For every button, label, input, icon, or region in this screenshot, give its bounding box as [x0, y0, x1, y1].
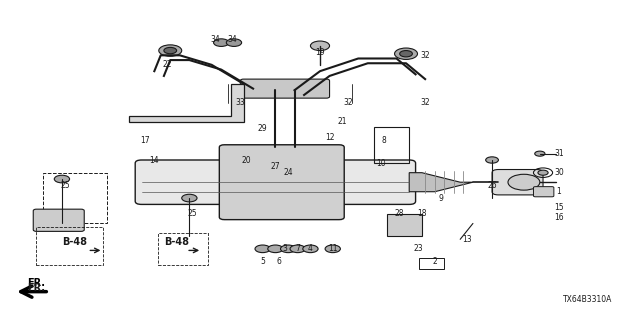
Text: 33: 33 — [236, 99, 245, 108]
Text: 1: 1 — [557, 187, 561, 196]
Text: 22: 22 — [163, 60, 172, 69]
FancyBboxPatch shape — [534, 187, 554, 197]
Text: 6: 6 — [276, 257, 281, 266]
Bar — [374, 127, 409, 163]
Bar — [36, 227, 103, 265]
Circle shape — [538, 170, 548, 175]
Text: 34: 34 — [210, 35, 220, 44]
Text: 32: 32 — [344, 99, 353, 108]
Circle shape — [325, 245, 340, 252]
Text: 9: 9 — [438, 194, 444, 203]
FancyBboxPatch shape — [492, 170, 543, 195]
Circle shape — [214, 39, 229, 46]
Bar — [43, 173, 106, 223]
Circle shape — [227, 39, 242, 46]
Text: FR.: FR. — [28, 278, 45, 288]
Text: 15: 15 — [554, 203, 564, 212]
Text: 16: 16 — [554, 212, 564, 222]
Text: 27: 27 — [271, 162, 280, 171]
Circle shape — [255, 245, 270, 252]
Circle shape — [164, 47, 177, 54]
Circle shape — [535, 151, 545, 156]
Circle shape — [159, 45, 182, 56]
FancyBboxPatch shape — [241, 79, 330, 98]
Text: 8: 8 — [381, 136, 386, 146]
Text: 19: 19 — [315, 48, 325, 57]
Text: 12: 12 — [325, 133, 334, 142]
Text: 24: 24 — [284, 168, 293, 177]
Text: 5: 5 — [260, 257, 265, 266]
FancyBboxPatch shape — [220, 145, 344, 220]
Circle shape — [399, 51, 412, 57]
Text: 21: 21 — [337, 117, 347, 126]
Text: 20: 20 — [242, 156, 252, 164]
Circle shape — [268, 245, 283, 252]
Text: FR.: FR. — [28, 284, 45, 293]
Text: 14: 14 — [150, 156, 159, 164]
Text: 25: 25 — [188, 209, 197, 219]
Polygon shape — [129, 84, 244, 122]
Text: 31: 31 — [554, 149, 564, 158]
Text: 7: 7 — [295, 244, 300, 253]
Text: 10: 10 — [376, 159, 385, 168]
Text: 32: 32 — [420, 99, 430, 108]
Text: 34: 34 — [227, 35, 237, 44]
FancyBboxPatch shape — [33, 209, 84, 231]
Text: 17: 17 — [140, 136, 150, 146]
FancyBboxPatch shape — [135, 160, 415, 204]
Text: B-48: B-48 — [164, 237, 189, 247]
Circle shape — [290, 245, 305, 252]
Circle shape — [508, 174, 540, 190]
Text: 4: 4 — [308, 244, 313, 253]
Text: 11: 11 — [328, 244, 337, 253]
Bar — [419, 258, 444, 269]
Circle shape — [303, 245, 318, 252]
Bar — [387, 214, 422, 236]
Circle shape — [394, 48, 417, 60]
Polygon shape — [409, 173, 473, 192]
Circle shape — [310, 41, 330, 51]
Circle shape — [486, 157, 499, 163]
Text: 29: 29 — [258, 124, 268, 133]
Text: TX64B3310A: TX64B3310A — [563, 295, 612, 304]
Text: 30: 30 — [554, 168, 564, 177]
Bar — [157, 233, 209, 265]
Text: 2: 2 — [433, 257, 437, 266]
Text: 32: 32 — [420, 51, 430, 60]
Text: 23: 23 — [414, 244, 424, 253]
Text: 25: 25 — [60, 181, 70, 190]
Text: 26: 26 — [487, 181, 497, 190]
Text: 18: 18 — [417, 209, 427, 219]
Circle shape — [280, 245, 296, 252]
Circle shape — [182, 194, 197, 202]
Circle shape — [54, 175, 70, 183]
Text: 28: 28 — [395, 209, 404, 219]
Text: 13: 13 — [461, 235, 472, 244]
Text: B-48: B-48 — [62, 237, 87, 247]
Text: 3: 3 — [282, 244, 287, 253]
